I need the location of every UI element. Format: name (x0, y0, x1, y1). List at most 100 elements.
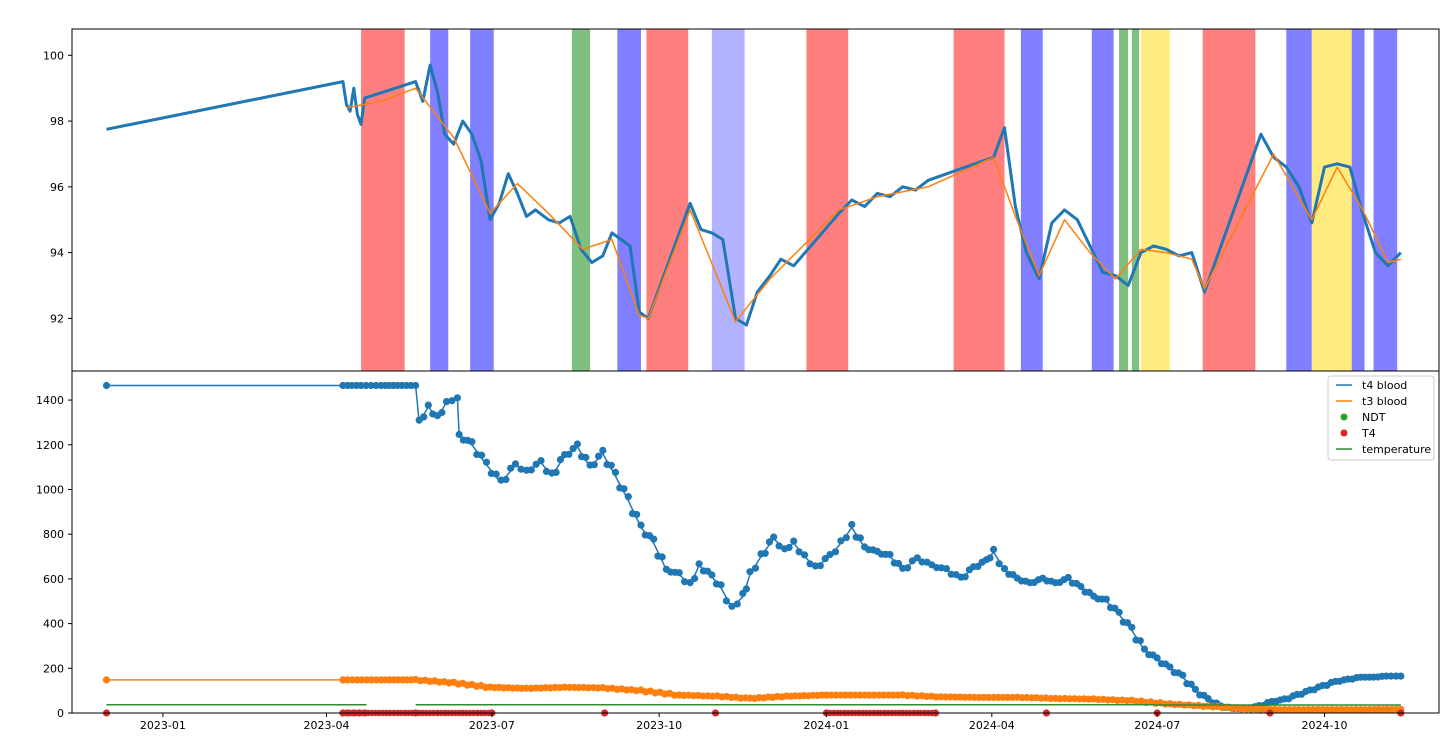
series-t4-blood-point-100 (790, 537, 798, 545)
legend-swatch-ndt (1340, 413, 1348, 421)
span-band-2 (470, 29, 494, 371)
series-t4-blood-point-45 (542, 467, 551, 475)
legend: t4 blood t3 blood NDT T4 temperature (1327, 375, 1435, 461)
span-band-9 (1020, 29, 1043, 371)
series-t4-blood-point-190 (1191, 685, 1199, 693)
series-t4-blood-point-64 (624, 493, 632, 501)
series-t4-blood-point-103 (806, 560, 814, 568)
x-tick-label-2023-10: 2023-10 (636, 719, 682, 732)
series-t4-blood-point-24 (442, 398, 451, 406)
series-t4-blood-point-132 (942, 565, 951, 573)
span-band-14 (1202, 29, 1256, 371)
series-t4-blood-point-0 (102, 381, 111, 390)
span-band-7 (806, 29, 849, 371)
series-t4-blood-point-58 (599, 446, 607, 454)
series-t4-blood-point-163 (1077, 582, 1085, 591)
series-t4-blood-point-88 (733, 600, 741, 608)
span-band-5 (646, 29, 689, 371)
series-t4-blood-point-177 (1136, 637, 1144, 645)
series-t4-blood-point-30 (468, 438, 476, 446)
series-t3-blood (102, 675, 1405, 714)
x-tick-label-2023-07: 2023-07 (469, 719, 515, 732)
top-y-tick-label-98: 98 (50, 115, 64, 128)
series-t4-blood-point-67 (637, 521, 645, 529)
x-tick-label-2024-01: 2024-01 (803, 719, 849, 732)
series-t4-blood-point-17 (412, 381, 420, 390)
series-t4-blood-point-40 (517, 465, 525, 473)
series-t4-blood-point-54 (582, 453, 590, 461)
top-y-tick-label-94: 94 (50, 247, 64, 260)
bottom-y-tick-label-1400: 1400 (36, 394, 64, 407)
x-tick-label-2024-07: 2024-07 (1134, 719, 1180, 732)
legend-box (1327, 375, 1435, 461)
series-t4-blood-point-72 (658, 553, 666, 561)
x-tick-label-2024-10: 2024-10 (1301, 719, 1347, 732)
series-t4-blood-point-91 (746, 568, 754, 576)
legend-label-t4-blood: t4 blood (1362, 379, 1407, 392)
x-tick-label-2023-04: 2023-04 (304, 719, 350, 732)
series-t4-blood-point-23 (438, 408, 446, 417)
series-t4-blood-point-7 (367, 381, 375, 390)
series-t4-blood-point-79 (691, 574, 699, 583)
bottom-y-tick-label-0: 0 (57, 707, 64, 720)
span-band-3 (571, 29, 591, 371)
series-t4-blood-point-175 (1128, 623, 1136, 631)
series-t4-blood-point-110 (842, 534, 851, 542)
series-t4-blood-point-94 (761, 549, 769, 557)
series-t4-blood-point-86 (722, 597, 731, 605)
series-t4-blood-point-144 (995, 560, 1003, 568)
span-band-8 (953, 29, 1005, 371)
series-t4-blood-point-95 (765, 538, 774, 546)
series-t4-blood-point-70 (650, 535, 658, 543)
series-t4-blood-point-111 (848, 520, 856, 529)
series-t4-blood-point-108 (831, 548, 840, 556)
series-t4-blood-point-178 (1140, 645, 1149, 653)
series-t4-blood-point-160 (1064, 573, 1072, 582)
series-t4-blood-point-172 (1115, 608, 1123, 616)
series-t4-blood-point-43 (532, 460, 540, 468)
x-tick-label-2024-04: 2024-04 (969, 719, 1015, 732)
series-t4-blood-point-26 (453, 394, 461, 402)
series-t3-blood-point-0 (102, 676, 111, 684)
series-t4-blood-point-181 (1153, 654, 1161, 662)
span-band-18 (1373, 29, 1398, 371)
series-t4-blood-point-189 (1187, 680, 1195, 688)
series-t4-blood-point-126 (913, 554, 921, 562)
series-t4-blood-point-105 (816, 562, 824, 570)
legend-label-temperature: temperature (1362, 443, 1431, 456)
legend-label-ndt: NDT (1362, 411, 1386, 424)
series-t4-blood-point-37 (502, 475, 510, 484)
series-t4-blood-point-97 (775, 542, 783, 550)
series-t4-blood-point-38 (507, 464, 515, 472)
series-t4-blood-point-56 (590, 461, 598, 469)
series-t4-blood-point-122 (894, 559, 903, 568)
span-band-12 (1131, 29, 1140, 371)
series-t4-blood-point-57 (595, 452, 603, 460)
bottom-y-tick-label-1200: 1200 (36, 439, 64, 452)
series-t4-blood-point-169 (1102, 595, 1110, 603)
top-chart-y-axis: 92 94 96 98 100 (43, 49, 72, 325)
series-t4-blood-point-6 (362, 381, 370, 390)
series-t4-blood-point-85 (717, 581, 725, 589)
top-chart-panel: 92 94 96 98 100 (43, 28, 1440, 372)
series-t4-blood-point-83 (708, 571, 716, 579)
series-t4-blood-point-35 (492, 470, 500, 478)
series-t4-blood-point-238 (1397, 672, 1405, 680)
series-t4-blood-point-77 (681, 578, 689, 586)
legend-label-t3-blood: t3 blood (1362, 395, 1407, 408)
series-t4-blood-point-80 (695, 560, 703, 568)
top-y-tick-label-92: 92 (50, 312, 64, 325)
bottom-y-tick-label-600: 600 (43, 573, 64, 586)
series-t4-blood-point-90 (742, 585, 751, 593)
series-t4-blood-point-109 (837, 537, 845, 545)
series-t4-blood-point-8 (372, 381, 380, 390)
span-band-0 (361, 29, 405, 371)
span-band-4 (617, 29, 641, 371)
bottom-y-tick-label-400: 400 (43, 618, 64, 631)
span-band-15 (1286, 29, 1312, 371)
top-series-line-1 (346, 87, 1401, 323)
span-band-11 (1119, 29, 1129, 371)
series-t4-blood-point-120 (886, 550, 894, 559)
series-t4-blood-point-99 (785, 543, 793, 552)
series-t4-blood-point-47 (552, 468, 560, 476)
